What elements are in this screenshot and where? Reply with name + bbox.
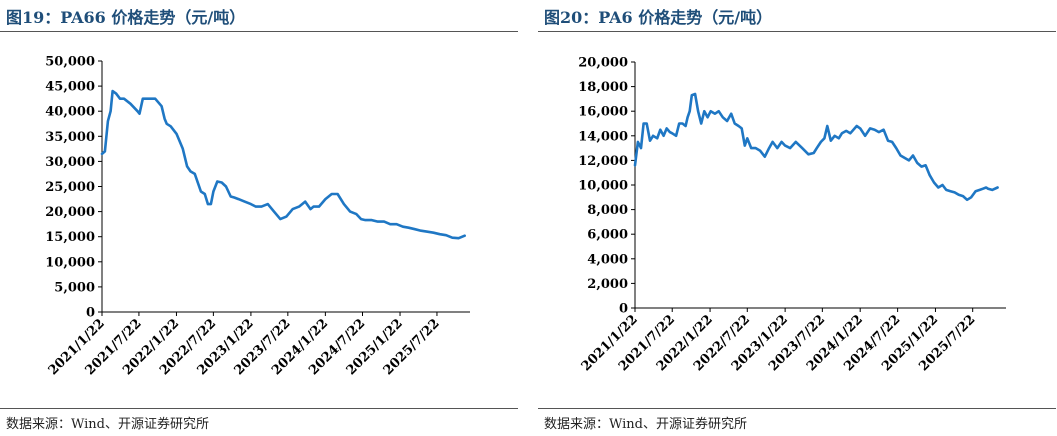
y-tick-label: 10,000 bbox=[578, 179, 628, 194]
title-rule bbox=[0, 31, 518, 32]
y-tick-label: 25,000 bbox=[45, 180, 95, 195]
y-tick-label: 20,000 bbox=[45, 205, 95, 220]
title-rule bbox=[538, 31, 1056, 32]
y-tick-label: 40,000 bbox=[45, 105, 95, 120]
pa66-price-chart: 0 5,000 10,000 15,000 20,000 25,000 30,000 35,0… bbox=[45, 55, 470, 378]
y-tick-label: 0 bbox=[619, 302, 628, 317]
y-tick-label: 50,000 bbox=[45, 55, 95, 70]
chart-panel-pa66: 图19：PA66 价格走势（元/吨） 0 5,000 10,000 15,000 20,… bbox=[0, 0, 518, 436]
y-tick-label: 5,000 bbox=[54, 280, 95, 295]
pa6-price-chart: 0 2,000 4,000 6,000 8,000 10,000 12,000 14,000 1… bbox=[578, 56, 1006, 374]
price-series-line bbox=[100, 89, 467, 240]
y-tick-label: 8,000 bbox=[587, 203, 628, 218]
y-tick-label: 35,000 bbox=[45, 130, 95, 145]
price-series-line bbox=[633, 92, 999, 202]
y-tick-label: 12,000 bbox=[578, 154, 628, 169]
y-tick-label: 0 bbox=[86, 306, 95, 321]
source-rule bbox=[538, 408, 1056, 409]
source-rule bbox=[0, 408, 518, 409]
y-tick-label: 45,000 bbox=[45, 80, 95, 95]
y-tick-label: 20,000 bbox=[578, 56, 628, 71]
y-tick-label: 10,000 bbox=[45, 255, 95, 270]
source-note: 数据来源：Wind、开源证券研究所 bbox=[544, 417, 747, 432]
chart-panel-pa6: 图20：PA6 价格走势（元/吨） 0 2,000 4,000 6,000 8,000 1… bbox=[538, 0, 1056, 436]
y-tick-label: 15,000 bbox=[45, 230, 95, 245]
source-note: 数据来源：Wind、开源证券研究所 bbox=[6, 417, 209, 432]
chart-title: 图20：PA6 价格走势（元/吨） bbox=[544, 8, 773, 27]
y-tick-label: 30,000 bbox=[45, 155, 95, 170]
y-tick-label: 4,000 bbox=[587, 252, 628, 267]
y-tick-label: 2,000 bbox=[587, 277, 628, 292]
chart-title: 图19：PA66 价格走势（元/吨） bbox=[6, 8, 246, 27]
y-tick-label: 6,000 bbox=[587, 228, 628, 243]
y-tick-label: 16,000 bbox=[578, 105, 628, 120]
y-tick-label: 14,000 bbox=[578, 129, 628, 144]
y-tick-label: 18,000 bbox=[578, 80, 628, 95]
